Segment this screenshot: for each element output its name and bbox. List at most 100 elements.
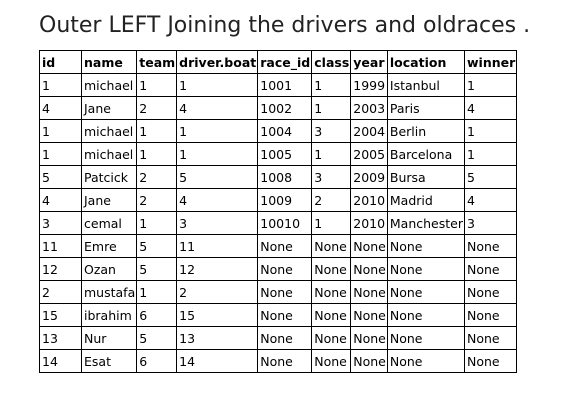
cell-id: 4	[39, 188, 82, 212]
cell-driver-boat: 1	[176, 119, 259, 143]
cell-race-id: 1001	[257, 73, 313, 97]
cell-year: None	[350, 257, 388, 281]
cell-class: None	[311, 257, 352, 281]
cell-race-id: 1004	[257, 119, 313, 143]
cell-location: Bursa	[386, 165, 466, 189]
table-row: 1 michael 1 1 1001 1 1999 Istanbul 1	[39, 73, 518, 97]
cell-year: 2009	[350, 165, 388, 189]
table-row: 11 Emre 5 11 None None None None None	[39, 234, 518, 258]
cell-id: 14	[39, 349, 82, 373]
cell-team: 1	[136, 73, 178, 97]
cell-driver-boat: 14	[176, 349, 259, 373]
cell-winner: 5	[463, 165, 518, 189]
cell-year: 2010	[350, 211, 388, 235]
cell-race-id: 1009	[257, 188, 313, 212]
cell-name: ibrahim	[80, 303, 138, 327]
cell-winner: None	[463, 349, 518, 373]
cell-name: Ozan	[80, 257, 138, 281]
cell-class: None	[311, 349, 352, 373]
cell-team: 6	[136, 303, 178, 327]
cell-driver-boat: 5	[176, 165, 259, 189]
cell-winner: 1	[463, 142, 518, 166]
cell-location: Madrid	[386, 188, 466, 212]
cell-year: 2004	[350, 119, 388, 143]
cell-location: Paris	[386, 96, 466, 120]
cell-location: None	[386, 303, 466, 327]
cell-location: Barcelona	[386, 142, 466, 166]
cell-name: Jane	[80, 188, 138, 212]
cell-race-id: 1002	[257, 96, 313, 120]
cell-driver-boat: 3	[176, 211, 259, 235]
cell-team: 5	[136, 257, 178, 281]
cell-year: 1999	[350, 73, 388, 97]
table-row: 14 Esat 6 14 None None None None None	[39, 349, 518, 373]
cell-winner: 1	[463, 73, 518, 97]
cell-class: None	[311, 280, 352, 304]
cell-race-id: None	[257, 234, 313, 258]
cell-race-id: None	[257, 326, 313, 350]
cell-team: 5	[136, 326, 178, 350]
cell-class: None	[311, 234, 352, 258]
cell-driver-boat: 13	[176, 326, 259, 350]
cell-team: 1	[136, 119, 178, 143]
column-header-driver-boat: driver.boat	[176, 50, 259, 74]
table-row: 4 Jane 2 4 1009 2 2010 Madrid 4	[39, 188, 518, 212]
cell-year: None	[350, 303, 388, 327]
cell-driver-boat: 11	[176, 234, 259, 258]
cell-location: None	[386, 280, 466, 304]
cell-name: Patcick	[80, 165, 138, 189]
cell-class: 1	[311, 73, 352, 97]
cell-race-id: 10010	[257, 211, 313, 235]
table-row: 5 Patcick 2 5 1008 3 2009 Bursa 5	[39, 165, 518, 189]
cell-id: 1	[39, 119, 82, 143]
cell-race-id: None	[257, 303, 313, 327]
cell-winner: None	[463, 303, 518, 327]
table-row: 3 cemal 1 3 10010 1 2010 Manchester 3	[39, 211, 518, 235]
column-header-location: location	[386, 50, 466, 74]
table-row: 1 michael 1 1 1004 3 2004 Berlin 1	[39, 119, 518, 143]
cell-year: 2010	[350, 188, 388, 212]
cell-class: None	[311, 303, 352, 327]
cell-year: None	[350, 234, 388, 258]
table-row: 4 Jane 2 4 1002 1 2003 Paris 4	[39, 96, 518, 120]
cell-class: None	[311, 326, 352, 350]
column-header-winner: winner	[463, 50, 518, 74]
column-header-name: name	[80, 50, 138, 74]
cell-location: Manchester	[386, 211, 466, 235]
cell-year: 2003	[350, 96, 388, 120]
cell-race-id: 1008	[257, 165, 313, 189]
cell-name: Nur	[80, 326, 138, 350]
column-header-id: id	[39, 50, 82, 74]
cell-location: Berlin	[386, 119, 466, 143]
cell-year: None	[350, 280, 388, 304]
cell-team: 1	[136, 142, 178, 166]
cell-race-id: None	[257, 280, 313, 304]
cell-driver-boat: 2	[176, 280, 259, 304]
cell-id: 11	[39, 234, 82, 258]
cell-race-id: 1005	[257, 142, 313, 166]
cell-location: None	[386, 257, 466, 281]
table-row: 15 ibrahim 6 15 None None None None None	[39, 303, 518, 327]
cell-team: 1	[136, 211, 178, 235]
cell-id: 3	[39, 211, 82, 235]
cell-id: 4	[39, 96, 82, 120]
cell-name: mustafa	[80, 280, 138, 304]
cell-driver-boat: 15	[176, 303, 259, 327]
cell-year: None	[350, 349, 388, 373]
cell-class: 1	[311, 211, 352, 235]
cell-year: 2005	[350, 142, 388, 166]
table-row: 12 Ozan 5 12 None None None None None	[39, 257, 518, 281]
table-row: 2 mustafa 1 2 None None None None None	[39, 280, 518, 304]
cell-id: 1	[39, 73, 82, 97]
cell-id: 13	[39, 326, 82, 350]
cell-name: Jane	[80, 96, 138, 120]
column-header-race-id: race_id	[257, 50, 313, 74]
cell-winner: 4	[463, 188, 518, 212]
cell-driver-boat: 4	[176, 188, 259, 212]
cell-name: michael	[80, 73, 138, 97]
column-header-class: class	[311, 50, 352, 74]
cell-winner: None	[463, 326, 518, 350]
cell-name: michael	[80, 119, 138, 143]
table-row: 13 Nur 5 13 None None None None None	[39, 326, 518, 350]
cell-winner: 3	[463, 211, 518, 235]
